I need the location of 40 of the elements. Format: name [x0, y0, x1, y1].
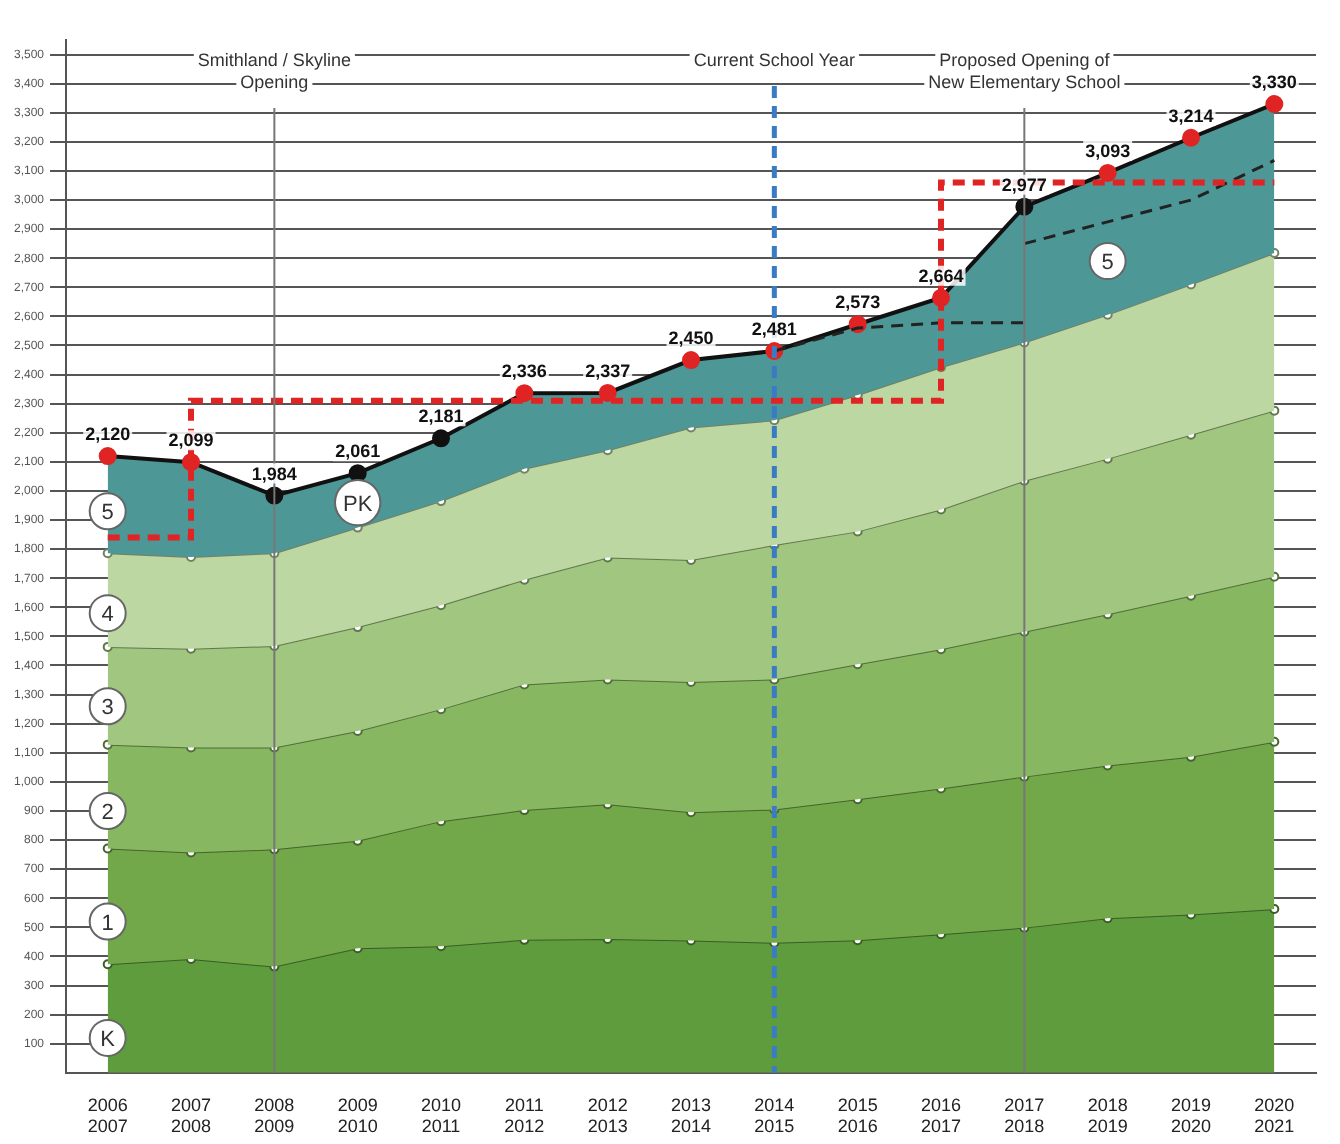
- x-tick-label: 2010 2011: [420, 1094, 462, 1137]
- data-label: 2,061: [335, 441, 381, 462]
- annotation: 3: [101, 696, 114, 721]
- annotation: K: [100, 1027, 117, 1052]
- data-label: 2,664: [918, 265, 964, 286]
- x-tick-label: 2018 2019: [1087, 1094, 1128, 1137]
- x-tick-label: 2020 2021: [1254, 1094, 1295, 1137]
- x-tick-label: 2017 2018: [1004, 1094, 1045, 1137]
- data-label: 3,330: [1251, 71, 1297, 92]
- data-label: 2,099: [168, 430, 214, 451]
- ref-line-label: Smithland / Skyline Opening: [197, 49, 351, 92]
- data-label: 3,214: [1168, 105, 1214, 126]
- annotation: PK: [343, 492, 374, 517]
- data-label: 2,337: [585, 360, 631, 381]
- ref-line-label: Proposed Opening of New Elementary School: [928, 49, 1121, 92]
- x-tick-label: 2008 2009: [254, 1094, 295, 1137]
- ref-line-label: Current School Year: [693, 49, 855, 70]
- data-label: 2,181: [418, 406, 464, 427]
- x-tick-label: 2013 2014: [670, 1094, 712, 1137]
- x-tick-label: 2014 2015: [754, 1094, 795, 1137]
- data-label: 2,450: [668, 327, 714, 348]
- data-label: 2,120: [85, 424, 131, 444]
- x-tick-label: 2012 2013: [587, 1094, 628, 1137]
- annotation: 5: [101, 501, 114, 526]
- data-label: 3,093: [1085, 140, 1131, 161]
- x-tick-label: 2019 2020: [1170, 1094, 1212, 1137]
- x-tick-label: 2015 2016: [837, 1094, 878, 1137]
- x-tick-label: 2016 2017: [920, 1094, 962, 1137]
- data-label: 2,573: [835, 292, 881, 313]
- x-tick-label: 2009 2010: [337, 1094, 378, 1137]
- data-label: 2,336: [501, 361, 547, 382]
- x-tick-label: 2006 2007: [87, 1094, 128, 1137]
- annotation: 5: [1101, 251, 1114, 276]
- data-label: 1,984: [251, 463, 297, 484]
- annotation: 4: [101, 603, 114, 628]
- annotation: 1: [101, 911, 114, 936]
- x-tick-label: 2011 2012: [504, 1094, 545, 1137]
- data-label: 2,481: [751, 318, 797, 339]
- annotation: 2: [101, 801, 114, 826]
- x-tick-label: 2007 2008: [171, 1094, 212, 1137]
